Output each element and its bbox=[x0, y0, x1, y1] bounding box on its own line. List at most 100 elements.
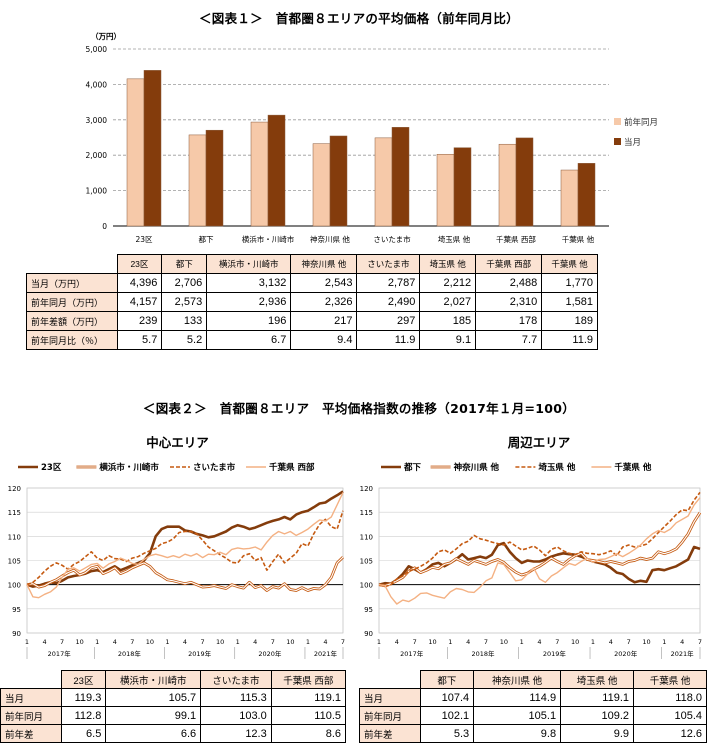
month-tick-label: 10 bbox=[500, 638, 508, 646]
bar-prev bbox=[250, 121, 269, 227]
month-tick-label: 10 bbox=[76, 638, 84, 646]
legend-swatch bbox=[614, 138, 621, 145]
table-row-label: 前年同月 bbox=[0, 706, 62, 725]
table-column-header: 千葉県 他 bbox=[633, 670, 707, 689]
table-cell: 2,488 bbox=[475, 273, 543, 293]
table-cell: 196 bbox=[206, 311, 292, 331]
month-tick-label: 1 bbox=[662, 638, 666, 646]
y-tick-label: 115 bbox=[360, 509, 373, 517]
category-label: 都下 bbox=[199, 235, 214, 244]
table-row: 当月 119.3 105.7 115.3 119.1 bbox=[0, 688, 347, 707]
month-tick-label: 10 bbox=[428, 638, 436, 646]
table-row-label: 当月（万円） bbox=[26, 273, 118, 293]
y-tick-label: 1,000 bbox=[86, 187, 108, 196]
table-cell: 1,770 bbox=[541, 273, 598, 293]
table-cell: 102.1 bbox=[419, 706, 475, 725]
table-row-label: 前年差額（万円） bbox=[26, 311, 118, 331]
table-corner bbox=[26, 254, 118, 274]
month-tick-label: 7 bbox=[413, 638, 417, 646]
table-cell: 3,132 bbox=[206, 273, 292, 293]
table-cell: 8.6 bbox=[270, 724, 347, 743]
y-tick-label: 110 bbox=[8, 533, 21, 541]
table-cell: 1,581 bbox=[541, 292, 598, 312]
periphery-table: 都下 神奈川県 他埼玉県 他千葉県 他当月 107.4 114.9 119.1 118.0… bbox=[359, 670, 707, 743]
bar-chart: （万円） 0 1,000 2,000 3,000 4,000 5,000 23区 都下 横浜市・… bbox=[86, 31, 659, 244]
figure2-title: ＜図表２＞ 首都圏８エリア 平均価格指数の推移（2017年１月=100） bbox=[142, 401, 576, 416]
y-tick-label: 0 bbox=[102, 222, 107, 231]
bar-prev bbox=[374, 137, 393, 227]
month-tick-label: 7 bbox=[200, 638, 204, 646]
month-tick-label: 4 bbox=[42, 638, 46, 646]
table-cell: 2,310 bbox=[475, 292, 543, 312]
table-column-header: 23区 bbox=[116, 254, 163, 274]
table-row-label: 前年同月 bbox=[359, 706, 421, 725]
month-tick-label: 1 bbox=[377, 638, 381, 646]
table-cell: 12.3 bbox=[200, 724, 272, 743]
table-row: 前年差額（万円） 239 133 196 217 297 185 178 189 bbox=[26, 311, 598, 331]
table-column-header: 千葉県 他 bbox=[541, 254, 598, 274]
y-tick-label: 105 bbox=[360, 558, 373, 566]
series-line bbox=[26, 510, 344, 586]
month-tick-label: 7 bbox=[484, 638, 488, 646]
month-tick-label: 10 bbox=[571, 638, 579, 646]
table-row: 前年差 5.3 9.8 9.9 12.6 bbox=[359, 724, 707, 743]
table-cell: 4,157 bbox=[116, 292, 163, 312]
y-tick-label: 4,000 bbox=[86, 80, 108, 89]
table-cell: 2,490 bbox=[356, 292, 421, 312]
month-tick-label: 4 bbox=[466, 638, 470, 646]
table-row-label: 前年同月比（％） bbox=[26, 330, 118, 350]
table-cell: 99.1 bbox=[105, 706, 202, 725]
month-tick-label: 7 bbox=[341, 638, 345, 646]
table-cell: 7.7 bbox=[475, 330, 543, 350]
center-table: 23区 横浜市・川崎市 さいたま市 千葉県 西部 当月 119.3 105.7 115.3 11… bbox=[0, 670, 347, 743]
year-label: 2020年 bbox=[258, 649, 282, 658]
month-tick-label: 4 bbox=[323, 638, 327, 646]
table-row: 前年同月 112.8 99.1 103.0 110.5 bbox=[0, 706, 347, 725]
table-corner bbox=[359, 670, 421, 689]
table-cell: 11.9 bbox=[356, 330, 421, 350]
series-line bbox=[26, 492, 344, 599]
legend-label: さいたま市 bbox=[193, 462, 236, 473]
year-label: 2018年 bbox=[472, 649, 496, 658]
table-cell: 119.1 bbox=[270, 688, 347, 707]
table-column-header: さいたま市 bbox=[356, 254, 421, 274]
bar-prev bbox=[436, 153, 455, 227]
month-tick-label: 7 bbox=[698, 638, 702, 646]
series-line bbox=[26, 556, 344, 592]
category-label: 神奈川県 他 bbox=[310, 234, 350, 244]
table-row: 前年同月 102.1 105.1 109.2 105.4 bbox=[359, 706, 707, 725]
table-column-header: 神奈川県 他 bbox=[473, 670, 562, 689]
table-cell: 6.6 bbox=[105, 724, 202, 743]
y-tick-label: 5,000 bbox=[86, 45, 108, 54]
table-cell: 9.4 bbox=[290, 330, 358, 350]
table-cell: 5.7 bbox=[116, 330, 163, 350]
category-label: 埼玉県 他 bbox=[438, 234, 471, 244]
y-tick-label: 100 bbox=[360, 582, 373, 590]
table-cell: 105.1 bbox=[473, 706, 562, 725]
table-cell: 9.1 bbox=[419, 330, 477, 350]
month-tick-label: 1 bbox=[25, 638, 29, 646]
series-line-inner bbox=[378, 512, 701, 587]
table-cell: 109.2 bbox=[560, 706, 635, 725]
bar-prev bbox=[188, 134, 207, 227]
periphery-line-chart: 都下 神奈川県 他埼玉県 他千葉県 他90951001051101151201 4 7… bbox=[360, 462, 702, 659]
legend-label: 都下 bbox=[403, 462, 422, 473]
month-tick-label: 7 bbox=[130, 638, 134, 646]
month-tick-label: 10 bbox=[642, 638, 650, 646]
y-tick-label: 2,000 bbox=[86, 151, 108, 160]
month-tick-label: 4 bbox=[113, 638, 117, 646]
table-row: 前年差 6.5 6.6 12.3 8.6 bbox=[0, 724, 347, 743]
table-cell: 239 bbox=[116, 311, 163, 331]
table-cell: 2,543 bbox=[290, 273, 358, 293]
summary-table: 23区 都下 横浜市・川崎市 神奈川県 他さいたま市 埼玉県 他千葉県 西部 千葉県 他当… bbox=[26, 254, 598, 350]
year-label: 2019年 bbox=[188, 649, 212, 658]
y-tick-label: 110 bbox=[360, 533, 373, 541]
table-cell: 119.3 bbox=[60, 688, 107, 707]
table-cell: 2,326 bbox=[290, 292, 358, 312]
table-cell: 4,396 bbox=[116, 273, 163, 293]
table-cell: 185 bbox=[419, 311, 477, 331]
table-cell: 105.4 bbox=[633, 706, 707, 725]
table-column-header: 横浜市・川崎市 bbox=[206, 254, 292, 274]
table-cell: 119.1 bbox=[560, 688, 635, 707]
center-area-subtitle: 中心エリア bbox=[146, 435, 209, 450]
